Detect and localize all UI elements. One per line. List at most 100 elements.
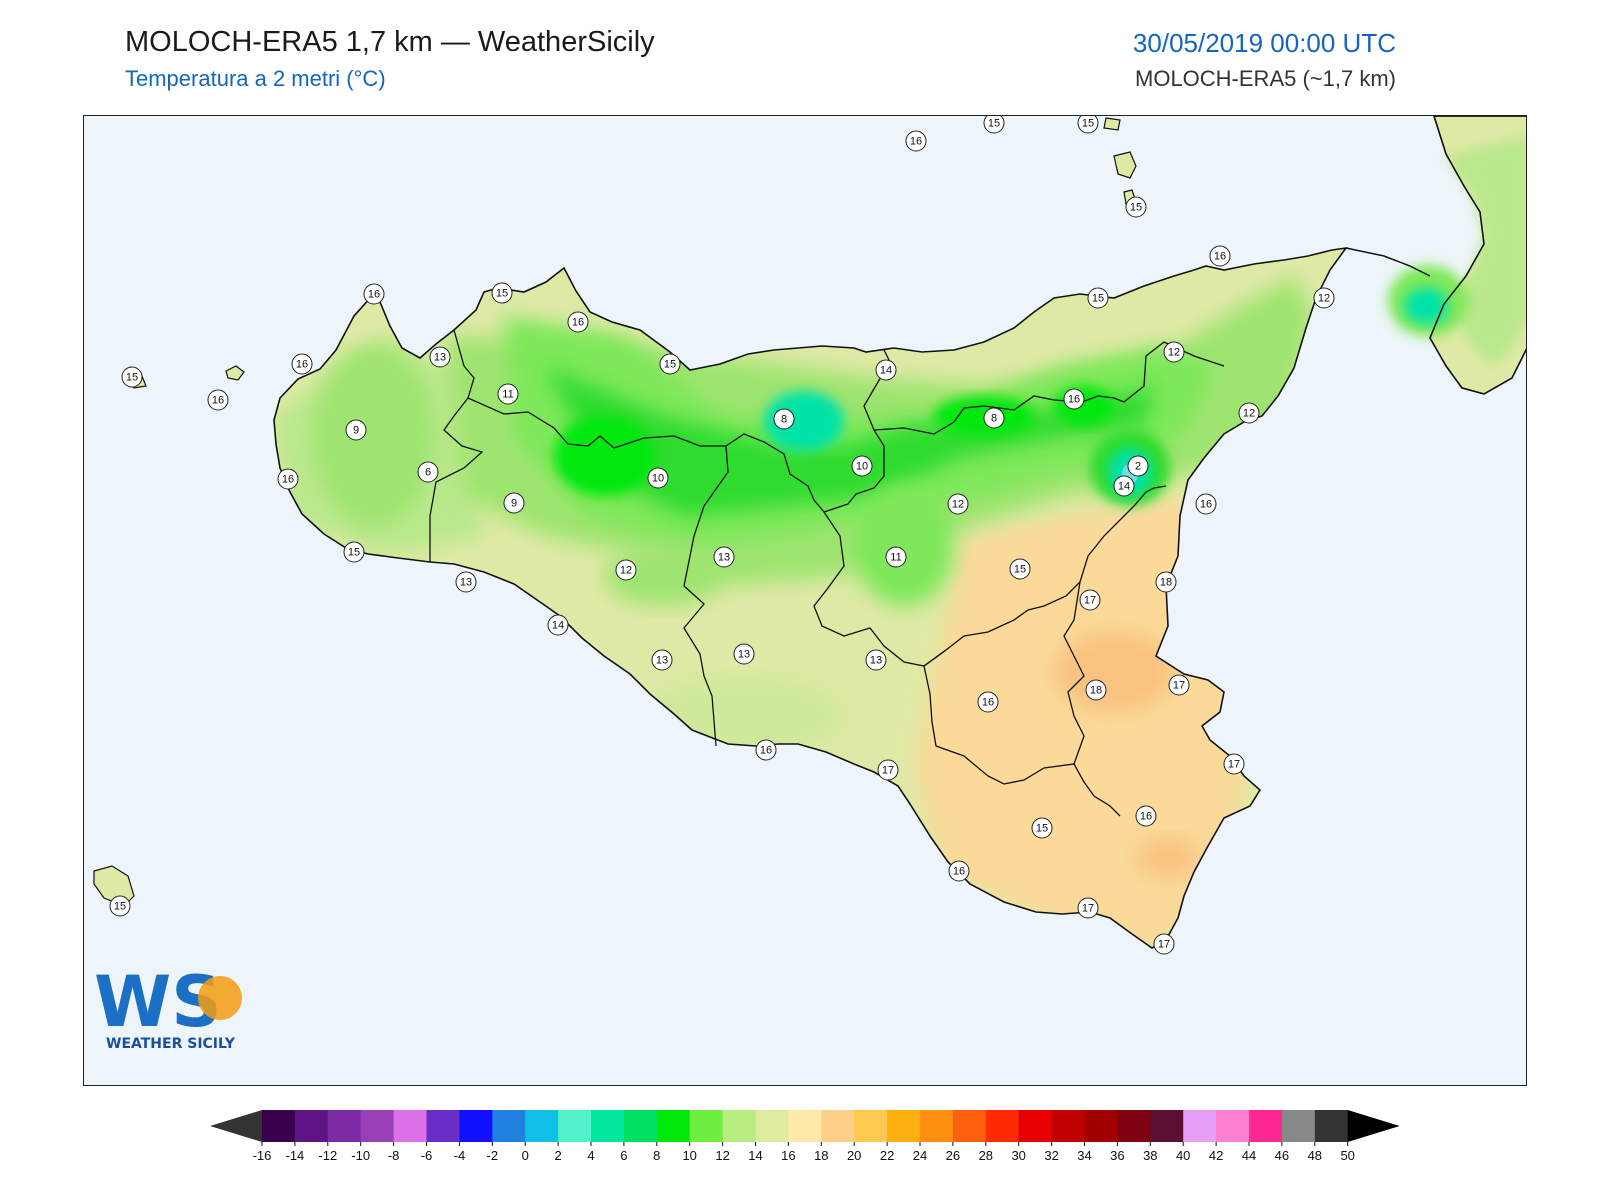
station-circle <box>291 353 313 375</box>
station-circle <box>733 643 755 665</box>
station-circle <box>1087 287 1109 309</box>
station-value: 16 <box>282 474 294 486</box>
station-value: 17 <box>1228 759 1240 771</box>
station-marker: 17 <box>1168 674 1190 696</box>
station-value: 15 <box>496 288 508 300</box>
station-marker: 12 <box>947 493 969 515</box>
station-circle <box>343 541 365 563</box>
station-circle <box>417 461 439 483</box>
colorbar-tick-label: 36 <box>1110 1148 1124 1163</box>
station-marker: 13 <box>713 546 735 568</box>
colorbar-swatch <box>459 1110 493 1142</box>
station-marker: 16 <box>948 860 970 882</box>
colorbar-swatch <box>722 1110 757 1142</box>
station-marker: 8 <box>773 408 795 430</box>
colorbar-tick-label: 18 <box>814 1148 828 1163</box>
station-value: 11 <box>502 389 513 401</box>
station-value: 16 <box>296 359 308 371</box>
colorbar-swatch <box>1018 1110 1053 1142</box>
station-marker: 17 <box>877 759 899 781</box>
colorbar-tick-label: -14 <box>286 1148 305 1163</box>
colorbar-tick-label: -12 <box>318 1148 337 1163</box>
station-value: 2 <box>1135 461 1141 473</box>
station-value: 17 <box>1173 680 1185 692</box>
colorbar-tick-label: 42 <box>1209 1148 1223 1163</box>
station-marker: 15 <box>109 895 131 917</box>
station-marker: 13 <box>651 649 673 671</box>
colorbar-under-arrow <box>210 1110 262 1142</box>
station-circle <box>363 283 385 305</box>
station-circle <box>905 130 927 152</box>
station-marker: 11 <box>885 546 907 568</box>
station-circle <box>755 739 777 761</box>
station-marker: 16 <box>1135 805 1157 827</box>
station-marker: 9 <box>503 492 525 514</box>
station-circle <box>109 895 131 917</box>
station-value: 17 <box>1084 595 1096 607</box>
valid-datetime: 30/05/2019 00:00 UTC <box>1132 28 1396 58</box>
station-marker: 15 <box>343 541 365 563</box>
station-value: 8 <box>781 414 787 426</box>
station-circle <box>651 649 673 671</box>
colorbar-tick-label: -6 <box>421 1148 433 1163</box>
station-value: 16 <box>953 866 965 878</box>
station-value: 13 <box>738 649 750 661</box>
station-circle <box>877 759 899 781</box>
station-value: 16 <box>212 395 224 407</box>
station-circle <box>1079 589 1101 611</box>
station-marker: 15 <box>1031 817 1053 839</box>
station-marker: 17 <box>1153 933 1175 955</box>
station-circle <box>1195 493 1217 515</box>
colorbar-tick-label: -4 <box>454 1148 466 1163</box>
station-marker: 14 <box>1113 475 1135 497</box>
colorbar-over-arrow <box>1347 1110 1400 1142</box>
station-marker: 16 <box>977 691 999 713</box>
station-marker: 16 <box>567 311 589 333</box>
station-value: 12 <box>952 499 964 511</box>
station-value: 15 <box>1092 293 1104 305</box>
station-value: 13 <box>460 577 472 589</box>
station-marker: 18 <box>1085 679 1107 701</box>
station-marker: 12 <box>1163 341 1185 363</box>
station-value: 9 <box>353 425 359 437</box>
logo-brand: WEATHER SICILY <box>106 1036 236 1052</box>
station-circle <box>1127 455 1149 477</box>
colorbar-swatch <box>952 1110 987 1142</box>
station-marker: 14 <box>875 359 897 381</box>
station-marker: 8 <box>983 407 1005 429</box>
map-subtitle: Temperatura a 2 metri (°C) <box>125 66 386 91</box>
station-value: 12 <box>620 565 632 577</box>
station-marker: 10 <box>647 467 669 489</box>
station-value: 12 <box>1318 293 1330 305</box>
station-marker: 16 <box>1063 388 1085 410</box>
colorbar-swatch <box>920 1110 954 1142</box>
station-circle <box>615 559 637 581</box>
station-circle <box>1238 402 1260 424</box>
station-value: 17 <box>1158 939 1170 951</box>
colorbar-tick-label: -10 <box>351 1148 370 1163</box>
colorbar-tick-label: 8 <box>653 1148 660 1163</box>
station-value: 14 <box>880 365 892 377</box>
station-circle <box>567 311 589 333</box>
colorbar-swatch <box>985 1110 1020 1142</box>
map-panel[interactable]: 16 15 15 15 16 15 16 13 15 15 16 16 16 11 14 15 12 12 9 6 8 8… <box>83 115 1527 1086</box>
colorbar-tick-label: 50 <box>1340 1148 1354 1163</box>
colorbar-swatch <box>1281 1110 1316 1142</box>
weathersicily-logo: WS WEATHER SICILY <box>94 961 242 1052</box>
colorbar-swatch <box>623 1110 658 1142</box>
station-circle <box>1163 341 1185 363</box>
station-value: 15 <box>664 359 676 371</box>
colorbar-tick-label: 14 <box>748 1148 762 1163</box>
station-marker: 15 <box>983 116 1005 134</box>
station-value: 16 <box>572 317 584 329</box>
station-circle <box>455 571 477 593</box>
colorbar-tick-label: 0 <box>522 1148 529 1163</box>
colorbar-swatch <box>558 1110 592 1142</box>
station-marker: 16 <box>363 283 385 305</box>
station-circle <box>491 282 513 304</box>
station-value: 13 <box>434 352 446 364</box>
colorbar-tick-label: -8 <box>388 1148 400 1163</box>
station-marker: 15 <box>1087 287 1109 309</box>
station-marker: 15 <box>659 353 681 375</box>
